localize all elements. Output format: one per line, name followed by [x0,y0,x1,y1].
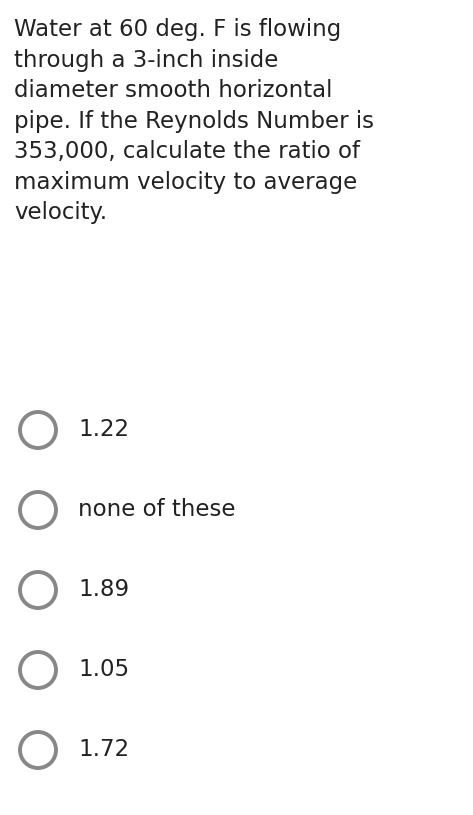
Text: 1.89: 1.89 [78,579,129,601]
Text: 1.05: 1.05 [78,659,129,681]
Text: 1.22: 1.22 [78,418,129,442]
Text: Water at 60 deg. F is flowing
through a 3-inch inside
diameter smooth horizontal: Water at 60 deg. F is flowing through a … [14,18,374,224]
Text: none of these: none of these [78,499,236,522]
Text: 1.72: 1.72 [78,738,129,761]
